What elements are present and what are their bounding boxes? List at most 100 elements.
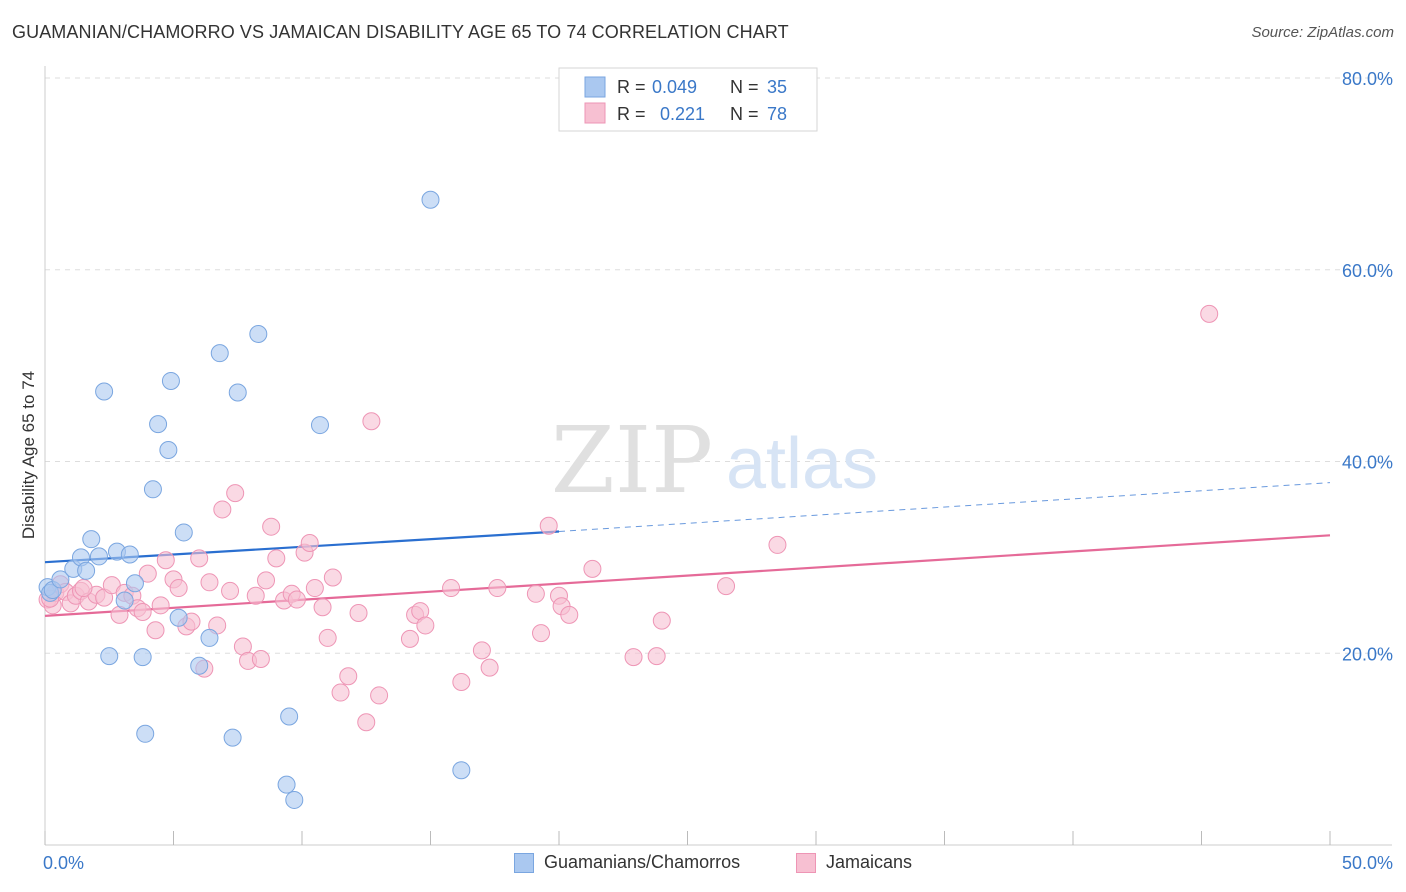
- grid-lines: [45, 77, 1392, 654]
- y-axis-label: Disability Age 65 to 74: [19, 371, 38, 539]
- point-jamaicans: [526, 584, 545, 603]
- point-jamaicans: [652, 611, 671, 630]
- point-guamanians: [82, 530, 101, 549]
- y-tick-label: 40.0%: [1342, 453, 1393, 473]
- legend-n-value-2: 78: [767, 104, 787, 124]
- source-label: Source: ZipAtlas.com: [1251, 24, 1394, 41]
- point-jamaicans: [169, 579, 188, 598]
- legend-n-label-2: N =: [730, 104, 759, 124]
- legend-swatch-jamaicans: [796, 852, 816, 873]
- point-jamaicans: [287, 590, 306, 609]
- y-tick-label: 80.0%: [1342, 69, 1393, 89]
- point-guamanians: [125, 574, 144, 593]
- point-jamaicans: [488, 579, 507, 598]
- point-jamaicans: [262, 517, 281, 536]
- point-guamanians: [115, 591, 134, 610]
- point-jamaicans: [251, 650, 270, 669]
- legend-top: R = 0.049 N = 35 R = 0.221 N = 78: [558, 67, 818, 132]
- legend-item-jamaicans: Jamaicans: [796, 852, 912, 873]
- point-guamanians: [249, 324, 268, 343]
- point-jamaicans: [370, 686, 389, 705]
- point-jamaicans: [313, 598, 332, 617]
- y-tick-label: 20.0%: [1342, 644, 1393, 664]
- point-jamaicans: [532, 624, 551, 643]
- point-guamanians: [95, 382, 114, 401]
- point-guamanians: [421, 190, 440, 209]
- point-jamaicans: [452, 673, 471, 692]
- point-jamaicans: [300, 533, 319, 552]
- point-jamaicans: [257, 571, 276, 590]
- legend-swatch-blue: [584, 76, 606, 98]
- y-tick-label: 60.0%: [1342, 261, 1393, 281]
- legend-r-label-2: R =: [617, 104, 646, 124]
- point-jamaicans: [400, 629, 419, 648]
- point-guamanians: [277, 775, 296, 794]
- point-guamanians: [452, 761, 471, 780]
- legend-bottom: Guamanians/Chamorros Jamaicans: [0, 852, 1406, 878]
- point-guamanians: [190, 656, 209, 675]
- point-guamanians: [200, 628, 219, 647]
- trend-line-guamanians-extension: [558, 482, 1331, 532]
- point-guamanians: [77, 561, 96, 580]
- point-guamanians: [159, 440, 178, 459]
- watermark-atlas: atlas: [726, 424, 878, 504]
- point-guamanians: [228, 383, 247, 402]
- point-jamaicans: [1200, 304, 1219, 323]
- point-jamaicans: [190, 549, 209, 568]
- point-jamaicans: [539, 516, 558, 535]
- point-guamanians: [280, 707, 299, 726]
- point-guamanians: [161, 371, 180, 390]
- point-jamaicans: [151, 596, 170, 615]
- point-jamaicans: [583, 559, 602, 578]
- point-jamaicans: [305, 579, 324, 598]
- point-guamanians: [223, 728, 242, 747]
- point-jamaicans: [246, 586, 265, 605]
- point-jamaicans: [349, 603, 368, 622]
- legend-r-value-2: 0.221: [660, 104, 705, 124]
- point-guamanians: [310, 416, 329, 435]
- point-jamaicans: [200, 573, 219, 592]
- tick-labels: 20.0% 40.0% 60.0% 80.0% 0.0% 50.0%: [43, 69, 1393, 873]
- legend-item-guamanians: Guamanians/Chamorros: [514, 852, 740, 873]
- point-guamanians: [136, 724, 155, 743]
- point-guamanians: [149, 415, 168, 434]
- chart-title: GUAMANIAN/CHAMORRO VS JAMAICAN DISABILIT…: [12, 22, 789, 42]
- legend-label-guamanians: Guamanians/Chamorros: [544, 852, 741, 872]
- point-jamaicans: [318, 628, 337, 647]
- legend-r-value-1: 0.049: [652, 77, 697, 97]
- point-jamaicans: [267, 549, 286, 568]
- point-jamaicans: [323, 568, 342, 587]
- legend-n-value-1: 35: [767, 77, 787, 97]
- point-jamaicans: [624, 648, 643, 667]
- point-guamanians: [285, 790, 304, 809]
- point-guamanians: [143, 480, 162, 499]
- x-tick-label-max: 50.0%: [1342, 853, 1393, 873]
- point-jamaicans: [416, 616, 435, 635]
- trend-line-jamaicans: [44, 534, 1331, 617]
- point-jamaicans: [560, 605, 579, 624]
- point-jamaicans: [74, 579, 93, 598]
- point-jamaicans: [331, 683, 350, 702]
- legend-r-label-1: R =: [617, 77, 646, 97]
- point-jamaicans: [339, 667, 358, 686]
- point-jamaicans: [362, 412, 381, 431]
- point-jamaicans: [768, 535, 787, 554]
- point-jamaicans: [480, 658, 499, 677]
- point-guamanians: [210, 344, 229, 363]
- watermark-zip: ZIP: [551, 407, 713, 514]
- legend-label-jamaicans: Jamaicans: [826, 852, 913, 872]
- point-jamaicans: [221, 581, 240, 600]
- point-jamaicans: [146, 621, 165, 640]
- point-jamaicans: [226, 484, 245, 503]
- point-guamanians: [120, 545, 139, 564]
- legend-swatch-pink: [584, 102, 606, 124]
- point-guamanians: [174, 523, 193, 542]
- legend-n-label-1: N =: [730, 77, 759, 97]
- legend-swatch-guamanians: [514, 852, 534, 873]
- point-jamaicans: [156, 551, 175, 570]
- point-guamanians: [133, 648, 152, 667]
- point-guamanians: [169, 608, 188, 627]
- x-tick-label-min: 0.0%: [43, 853, 84, 873]
- point-jamaicans: [442, 579, 461, 598]
